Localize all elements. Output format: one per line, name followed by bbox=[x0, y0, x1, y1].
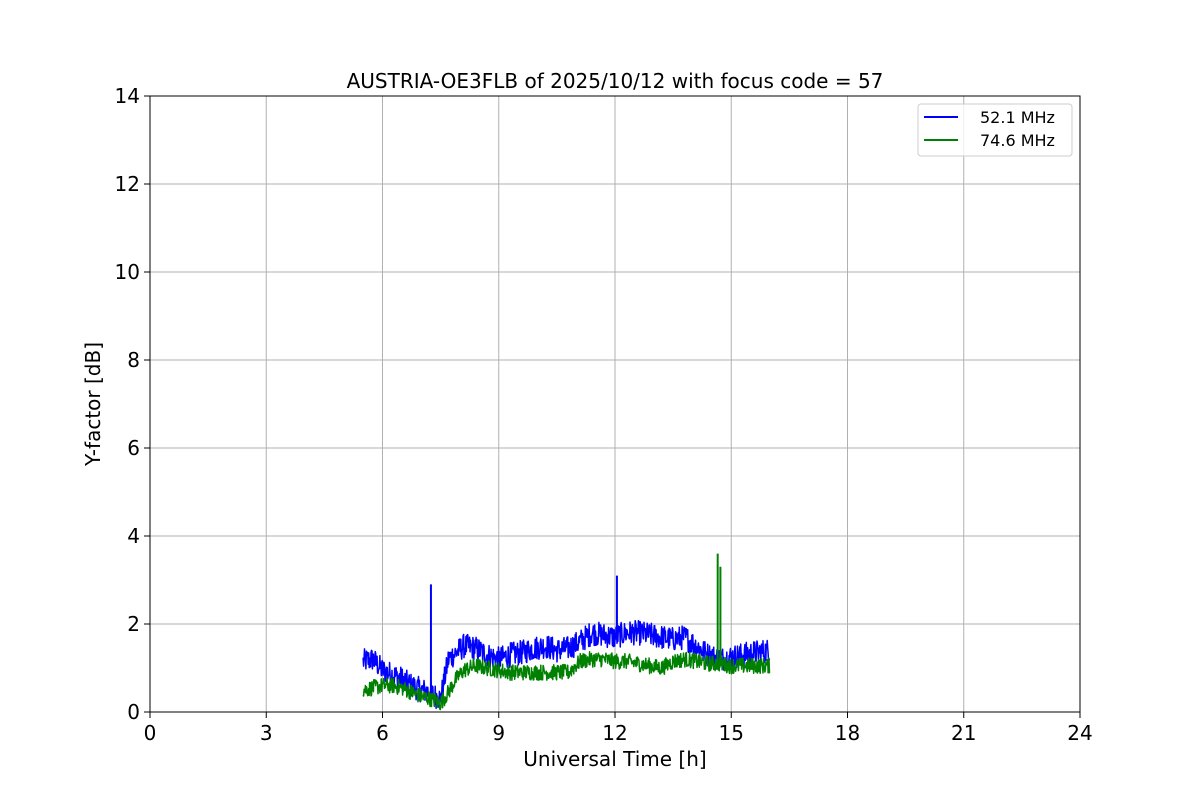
x-tick-label-6: 18 bbox=[835, 721, 860, 745]
y-tick-label-6: 12 bbox=[115, 172, 140, 196]
x-tick-label-5: 15 bbox=[719, 721, 744, 745]
chart-title: AUSTRIA-OE3FLB of 2025/10/12 with focus … bbox=[347, 69, 884, 93]
legend: 52.1 MHz 74.6 MHz bbox=[917, 103, 1073, 157]
x-axis-label: Universal Time [h] bbox=[523, 747, 706, 771]
y-tick-label-0: 0 bbox=[127, 700, 140, 724]
legend-label-1: 74.6 MHz bbox=[980, 131, 1055, 150]
x-tick-label-2: 6 bbox=[376, 721, 389, 745]
y-tick-label-1: 2 bbox=[127, 612, 140, 636]
y-axis-label: Y-factor [dB] bbox=[81, 342, 105, 467]
y-tick-label-2: 4 bbox=[127, 524, 140, 548]
legend-label-0: 52.1 MHz bbox=[980, 108, 1055, 127]
x-tick-label-7: 21 bbox=[951, 721, 976, 745]
x-tick-label-3: 9 bbox=[492, 721, 505, 745]
x-tick-label-1: 3 bbox=[260, 721, 273, 745]
x-tick-label-4: 12 bbox=[602, 721, 627, 745]
series-layer bbox=[362, 553, 771, 711]
x-tick-label-8: 24 bbox=[1067, 721, 1092, 745]
y-tick-label-4: 8 bbox=[127, 348, 140, 372]
y-tick-label-3: 6 bbox=[127, 436, 140, 460]
x-tick-label-0: 0 bbox=[144, 721, 157, 745]
series-line-1 bbox=[362, 650, 771, 711]
y-tick-label-7: 14 bbox=[115, 84, 140, 108]
y-tick-label-5: 10 bbox=[115, 260, 140, 284]
